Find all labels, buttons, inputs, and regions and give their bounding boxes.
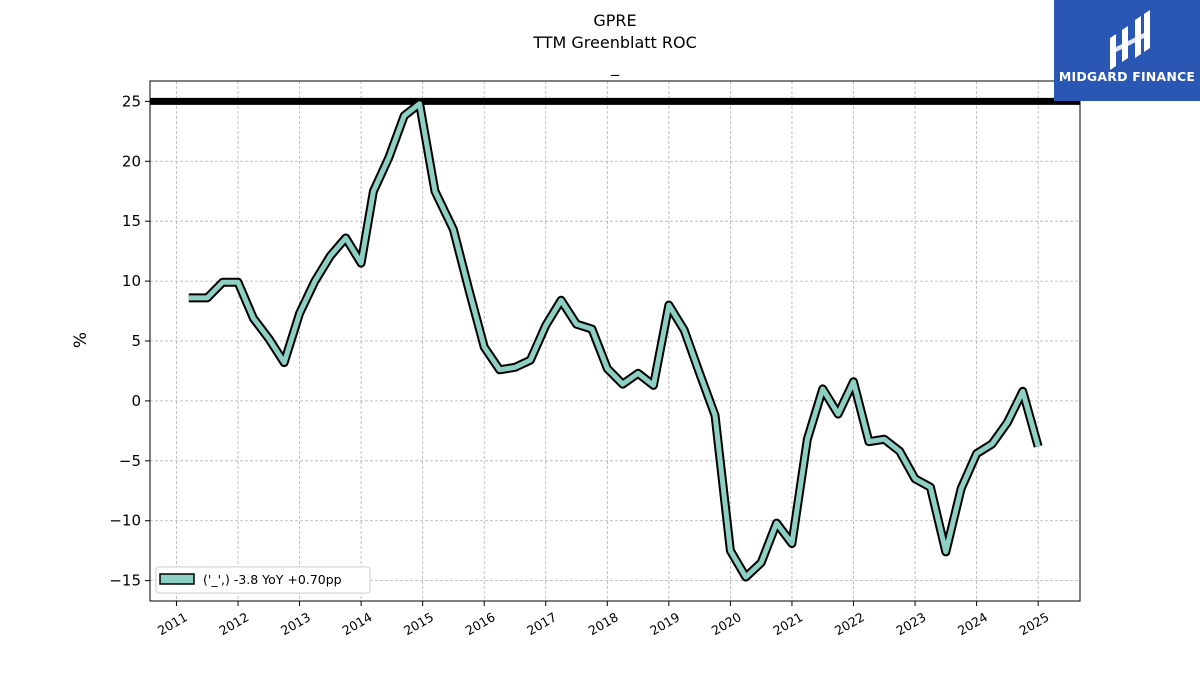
x-tick-label: 2014	[339, 609, 374, 638]
chart-subtitle: TTM Greenblatt ROC	[533, 33, 697, 52]
y-tick-label: −15	[109, 572, 141, 590]
x-tick-label: 2020	[709, 609, 744, 638]
x-tick-label: 2021	[770, 609, 805, 638]
x-tick-label: 2025	[1017, 609, 1052, 638]
y-tick-label: 5	[131, 332, 141, 350]
midgard-finance-logo: MIDGARD FINANCE	[1054, 0, 1200, 101]
series-line	[188, 101, 1041, 580]
legend-label: ('_',) -3.8 YoY +0.70pp	[203, 572, 342, 587]
x-tick-label: 2023	[893, 609, 928, 638]
series-line-outline	[188, 99, 1043, 582]
x-tick-label: 2011	[155, 609, 190, 638]
chart-title: GPRE	[593, 11, 637, 30]
y-tick-label: 25	[122, 92, 141, 110]
legend-swatch	[159, 573, 195, 585]
x-tick-label: 2022	[832, 609, 867, 638]
x-tick-label: 2018	[586, 609, 621, 638]
tick-layer: 2011 2012 2013 2014 2015 2016 2017 2018 2019 2020…	[109, 92, 1051, 638]
y-axis-label: %	[71, 332, 91, 348]
y-tick-label: 15	[122, 212, 141, 230]
midgard-logo-icon	[1110, 10, 1150, 70]
x-tick-label: 2016	[463, 609, 498, 638]
logo-text: MIDGARD FINANCE	[1058, 69, 1196, 84]
y-tick-label: −5	[119, 452, 141, 470]
chart-subtitle-2: _	[611, 57, 619, 76]
x-tick-label: 2012	[216, 609, 251, 638]
x-tick-label: 2013	[278, 609, 313, 638]
x-tick-label: 2019	[647, 609, 682, 638]
y-tick-label: 0	[131, 392, 141, 410]
y-tick-label: 20	[122, 152, 141, 170]
y-tick-label: 10	[122, 272, 141, 290]
series-layer	[188, 99, 1043, 582]
x-tick-label: 2017	[524, 609, 559, 638]
legend: ('_',) -3.8 YoY +0.70pp	[155, 566, 371, 594]
legend-box	[155, 566, 371, 594]
x-tick-label: 2024	[955, 609, 990, 638]
y-tick-label: −10	[109, 512, 141, 530]
x-tick-label: 2015	[401, 609, 436, 638]
